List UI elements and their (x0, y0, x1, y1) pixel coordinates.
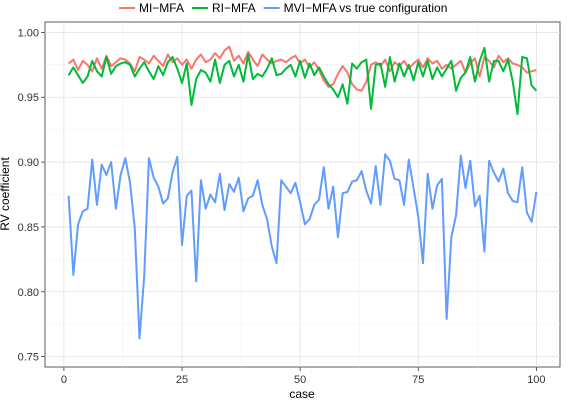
y-tick-label: 1.00 (18, 27, 39, 39)
series-line-1 (67, 45, 537, 92)
x-tick-label: 25 (176, 374, 188, 386)
x-tick-label: 0 (61, 374, 67, 386)
y-tick-label: 0.90 (18, 157, 39, 169)
y-tick-label: 0.85 (18, 222, 39, 234)
x-tick-label: 75 (412, 374, 424, 386)
x-tick-label: 100 (527, 374, 545, 386)
y-tick-label: 0.75 (18, 352, 39, 364)
legend-label-2: RI−MFA (212, 1, 256, 15)
y-tick-label: 0.80 (18, 287, 39, 299)
y-tick-label: 0.95 (18, 92, 39, 104)
y-axis: 0.75 0.80 0.85 0.90 0.95 1.00 (18, 27, 45, 364)
x-axis-title: case (289, 387, 315, 401)
series-line-2 (67, 46, 538, 116)
legend: MI−MFA RI−MFA MVI−MFA vs true configuratio… (118, 1, 448, 15)
x-tick-label: 50 (294, 374, 306, 386)
series-line-3 (67, 153, 538, 340)
x-axis: 0 25 50 75 100 (61, 367, 546, 386)
legend-label-1: MI−MFA (139, 1, 184, 15)
legend-label-3: MVI−MFA vs true configuration (284, 1, 448, 15)
series-layer (67, 45, 538, 340)
y-axis-title: RV coefficient (0, 157, 12, 231)
